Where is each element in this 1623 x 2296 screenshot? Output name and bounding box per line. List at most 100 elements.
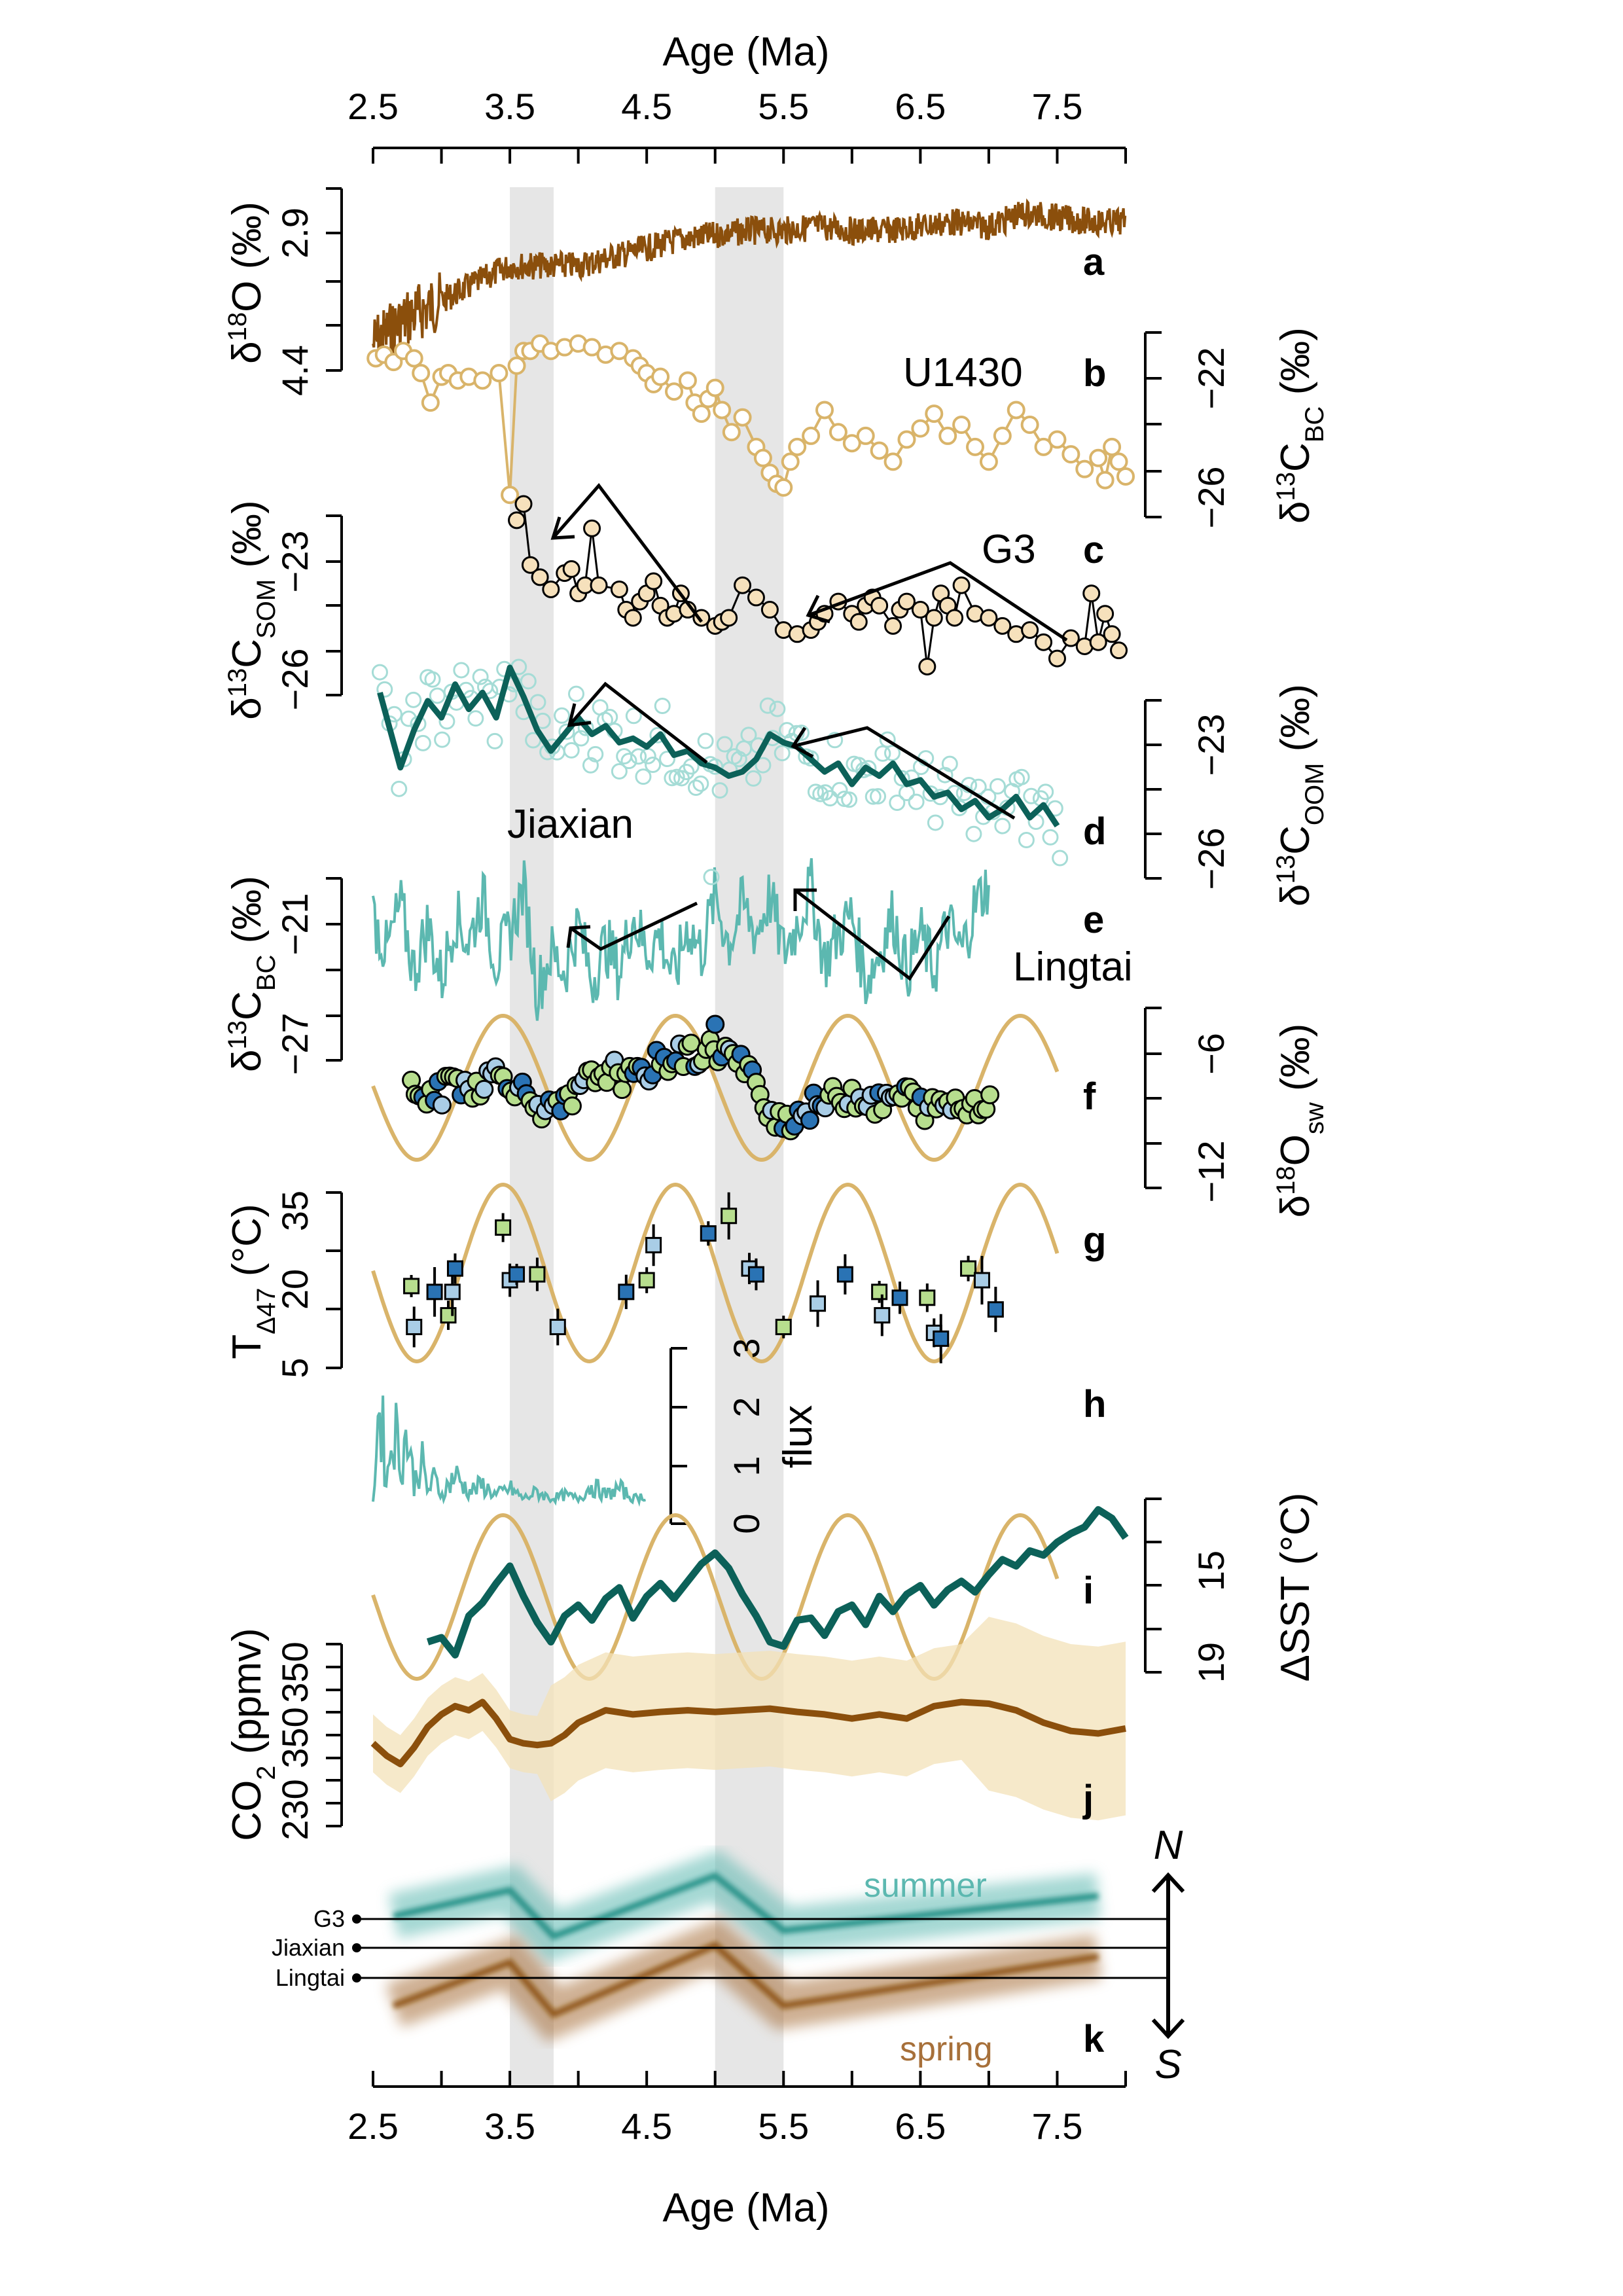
panel-c-point [897,592,916,611]
panel-c-trend-arrows [550,483,1068,642]
panel-g-letter: g [1083,1219,1106,1262]
panel-b-point [490,364,508,383]
panel-d-point [630,748,647,765]
panel-c-point [610,580,628,598]
panel-h-series-line [372,1395,647,1507]
panel-d-point [601,709,618,726]
panel-i: 15 19 ΔSST (°C) i [371,1493,1318,1683]
panel-d-point [893,770,910,787]
panel-d-point [529,694,546,711]
shaded-interval [715,187,784,2087]
panel-d-point [376,681,393,698]
panel-j-letter: j [1082,1778,1094,1820]
panel-d-point [554,707,571,724]
panel-d-tick: −26 [1190,828,1232,890]
panel-d-point [525,732,542,749]
panel-h-tick: 1 [726,1456,767,1476]
panel-f-point [980,1085,1000,1105]
panel-d-point [774,745,791,762]
panel-d-point [759,697,776,714]
panel-d-point [587,745,604,762]
panel-h-tick: 0 [726,1513,767,1534]
panel-a-series-line [372,198,1127,363]
top-age-axis: Age (Ma) 2.5 3.5 4.5 5.5 6.5 7.5 [348,29,1127,164]
panel-d-series-line [377,664,1060,828]
panel-g-point [700,1225,717,1242]
panel-k-summer-label: summer [864,1867,987,1905]
panel-g-point [645,1236,662,1253]
panel-d-point [874,745,891,762]
panel-b-point [1116,467,1135,486]
panel-i-series-line [426,1506,1129,1659]
bottom-axis-tick-label: 5.5 [758,2106,809,2147]
panel-b-point [705,378,724,397]
panel-d-point [1052,850,1069,867]
panel-d-point [400,710,417,727]
panel-g-point [444,1283,461,1300]
panel-i-tick: 19 [1190,1642,1232,1683]
panel-e-ylabel: δ13CBC (‰) [223,876,281,1072]
panel-g-point [973,1272,990,1289]
panel-k-site-dot [352,1914,361,1924]
panel-b-point [815,401,834,420]
panel-e-tick: −21 [274,893,315,956]
bottom-axis-tick-label: 4.5 [621,2106,672,2147]
panel-g-tick: 5 [274,1357,315,1378]
panel-d-point [683,758,700,775]
panel-b-point [883,452,902,471]
north-south-arrow [1151,1872,1185,2039]
panel-a: 2.9 4.4 δ18O (‰) a [223,187,1127,396]
panel-e-letter: e [1083,899,1104,941]
panel-d-point [740,726,757,744]
panel-b-point [1061,445,1080,464]
panel-b-point [1075,459,1094,478]
panel-f-point [800,1111,819,1130]
panel-d-point [745,770,762,787]
panel-b-point [802,426,821,445]
panel-j: 350 350 230 CO2 (ppmv) j [224,1617,1126,1841]
panel-h-ylabel: flux [776,1405,821,1468]
panel-c-point [946,609,964,627]
panel-e-trend-arrows [566,888,951,981]
panel-d-point [467,710,484,727]
panel-d-point [927,814,944,831]
shaded-interval [510,187,554,2087]
panel-b-point [678,371,697,390]
panel-b-letter: b [1083,352,1106,395]
panel-g-point [406,1318,423,1335]
panel-c-point [760,601,779,619]
panel-b-point [952,416,971,434]
panel-f-point [474,1079,494,1099]
panel-b-point [925,404,944,423]
panel-g-point [747,1266,764,1283]
panel-c-point [925,609,943,627]
panel-j-tick: 230 [274,1779,315,1840]
panel-d-point [659,751,676,768]
panel-b-point [774,478,793,497]
panel-g-point [508,1266,526,1283]
panel-b-point [1096,471,1115,490]
panel-d-point [414,734,431,751]
panel-d-point [941,755,958,772]
panel-b: −22 −26 δ13CBC (‰) U1430 b [366,327,1329,529]
panel-b-point [733,408,752,427]
panel-g-point [495,1219,512,1236]
panel-b-point [966,437,984,456]
panel-g-point [810,1295,827,1312]
panel-g-point [960,1260,977,1277]
panel-d-point [649,726,666,744]
panel-h-tick: 3 [726,1338,767,1358]
panel-d-letter: d [1083,810,1106,853]
panel-h-letter: h [1083,1383,1106,1426]
panel-a-ylabel: δ18O (‰) [223,202,270,364]
panel-f-point [613,1080,632,1100]
panel-d-point [793,725,810,742]
shaded-intervals [510,187,784,2087]
north-label: N [1154,1823,1183,1868]
panel-g-point [836,1266,853,1283]
panel-g-point [618,1283,635,1300]
panel-c-site-label: G3 [982,527,1036,572]
panel-d-point [563,742,580,759]
panel-b-point [856,426,875,445]
panel-d-point [755,757,772,774]
